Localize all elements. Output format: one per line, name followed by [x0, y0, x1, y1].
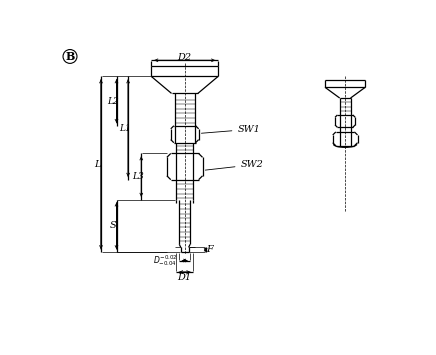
Text: $D^{-0.02}_{-0.04}$: $D^{-0.02}_{-0.04}$: [153, 253, 177, 268]
Text: B: B: [65, 51, 75, 62]
Text: SW2: SW2: [205, 160, 263, 170]
Text: L1: L1: [119, 124, 131, 132]
Text: SW1: SW1: [201, 125, 260, 134]
Text: L3: L3: [132, 172, 144, 181]
Text: F: F: [206, 245, 213, 254]
Text: D2: D2: [177, 53, 192, 62]
Text: L: L: [94, 160, 100, 169]
Text: D1: D1: [177, 273, 192, 282]
Text: S: S: [109, 222, 116, 230]
Text: L2: L2: [108, 97, 119, 106]
